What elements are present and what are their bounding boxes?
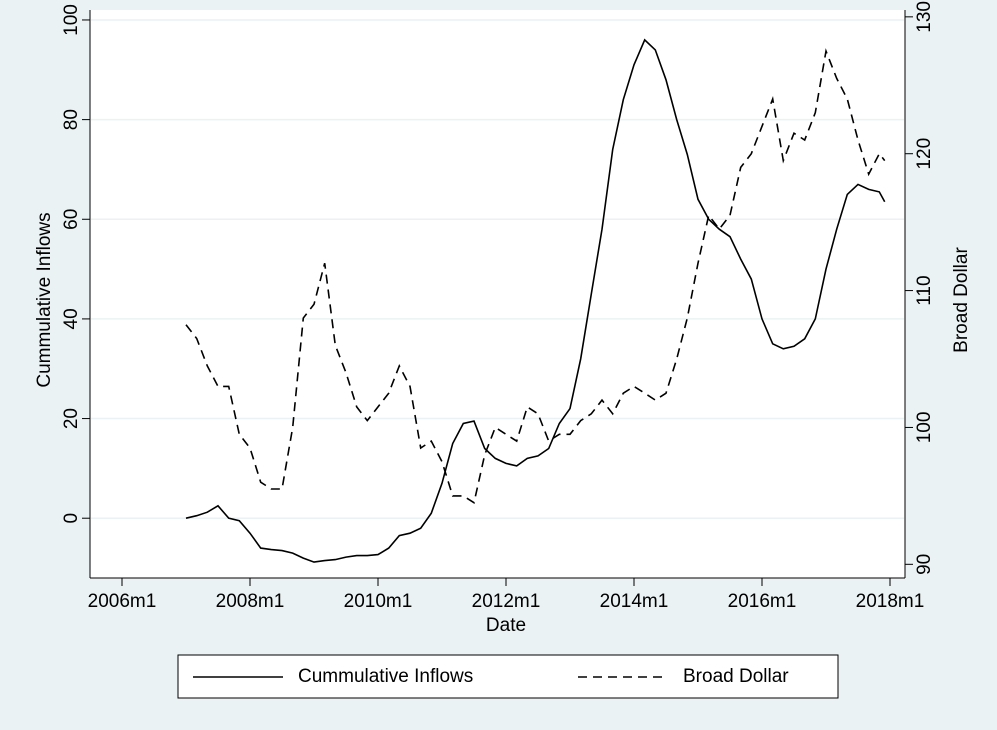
- x-axis-title: Date: [486, 615, 526, 636]
- x-tick-label: 2018m1: [856, 591, 925, 612]
- y-tick-label: 80: [61, 109, 82, 130]
- y-tick-label: 0: [61, 513, 82, 524]
- y-tick-label: 40: [61, 308, 82, 329]
- y-tick-label: 100: [61, 4, 82, 36]
- line: [185, 48, 886, 504]
- y-tick-label: 20: [61, 408, 82, 429]
- line: [185, 38, 886, 563]
- y2-tick-label: 110: [914, 275, 935, 305]
- x-tick-label: 2006m1: [88, 591, 157, 612]
- y2-tick-label: 90: [914, 554, 935, 575]
- y2-axis-title: Broad Dollar: [951, 247, 972, 353]
- legend: [177, 654, 839, 699]
- legend-label: Broad Dollar: [683, 666, 789, 687]
- y-axis-title: Cummulative Inflows: [34, 212, 55, 387]
- x-tick-label: 2012m1: [472, 591, 541, 612]
- plot-area: [90, 10, 905, 578]
- x-tick-label: 2008m1: [216, 591, 285, 612]
- y-tick-label: 60: [61, 209, 82, 230]
- y2-tick-label: 130: [914, 1, 935, 33]
- legend-label: Cummulative Inflows: [298, 666, 473, 687]
- x-tick-label: 2014m1: [600, 591, 669, 612]
- y2-tick-label: 120: [914, 138, 935, 170]
- y2-tick-label: 100: [914, 412, 935, 444]
- x-tick-label: 2016m1: [728, 591, 797, 612]
- x-tick-label: 2010m1: [344, 591, 413, 612]
